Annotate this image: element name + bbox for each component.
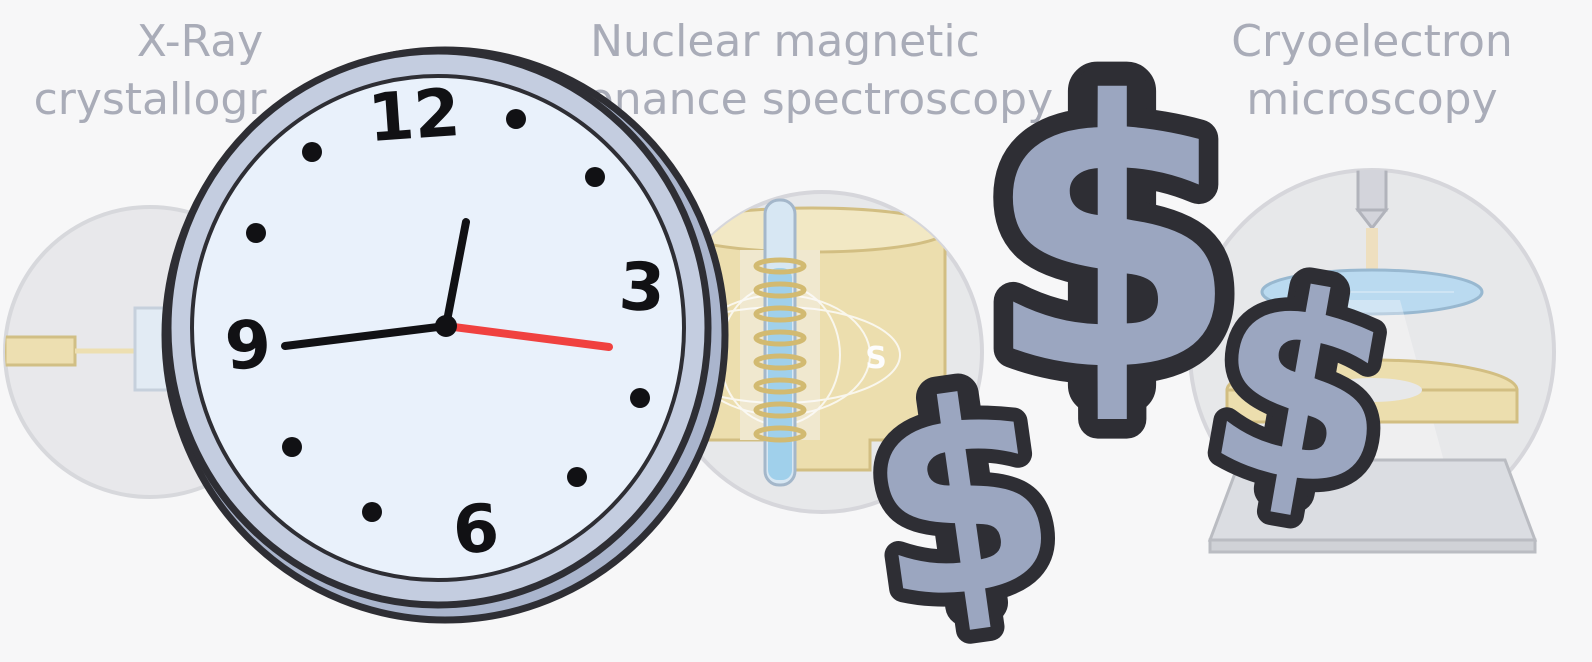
clock: 12 3 6 9: [161, 46, 729, 624]
clock-hub: [435, 315, 457, 337]
nmr-title-line1: Nuclear magnetic: [590, 16, 980, 67]
clock-numerals: 12 3 6 9: [222, 74, 667, 570]
cryoem-title-line1: Cryoelectron: [1231, 16, 1513, 67]
clock-hour-hand: [442, 218, 470, 330]
hour-marker-2: [585, 167, 605, 187]
technique-titles: X-Ray crystallogr Nuclear magnetic onanc…: [34, 16, 1513, 125]
hour-marker-7: [362, 502, 382, 522]
clock-second-hand: [442, 322, 613, 351]
xray-title-line1: X-Ray: [137, 16, 263, 67]
hour-marker-4: [630, 388, 650, 408]
hour-marker-10: [246, 223, 266, 243]
hour-marker-1: [506, 109, 526, 129]
hour-marker-5: [567, 467, 587, 487]
hour-marker-11: [302, 142, 322, 162]
numeral-6: 6: [450, 489, 501, 569]
clock-minute-hand: [281, 322, 450, 350]
numeral-3: 3: [617, 248, 667, 327]
hour-marker-8: [282, 437, 302, 457]
cryoem-title-line2: microscopy: [1246, 74, 1497, 125]
hour-markers: [246, 109, 650, 522]
xray-title-line2: crystallogr: [34, 74, 268, 125]
nmr-title-line2: onance spectroscopy: [587, 74, 1053, 125]
numeral-9: 9: [222, 305, 273, 385]
numeral-12: 12: [366, 74, 463, 157]
